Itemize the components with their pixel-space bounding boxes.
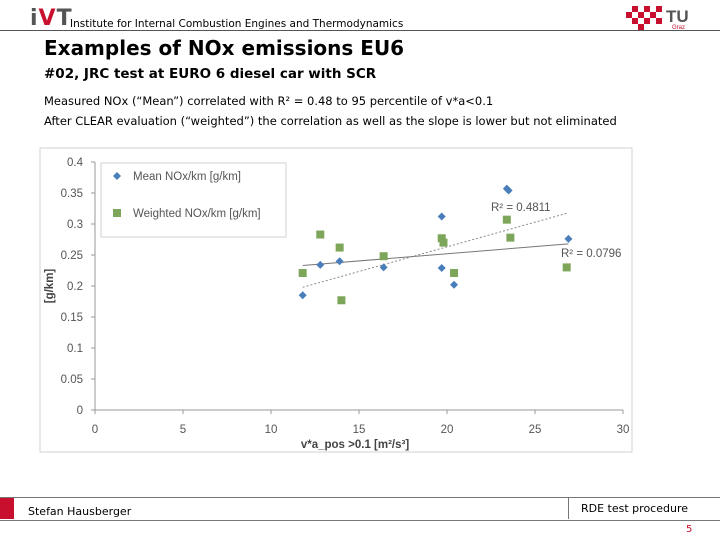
slide-title: Examples of NOx emissions EU6	[44, 36, 405, 60]
data-point-weighted	[502, 215, 511, 224]
legend-box	[100, 162, 287, 238]
data-point-weighted	[506, 233, 515, 242]
data-point-weighted	[298, 268, 307, 277]
legend-label: Weighted NOx/km [g/km]	[133, 208, 261, 220]
r2-label-mean: R² = 0.4811	[491, 202, 551, 214]
data-point-weighted	[337, 296, 346, 305]
slide-subtitle: #02, JRC test at EURO 6 diesel car with …	[44, 66, 377, 82]
tu-graz-logo	[626, 6, 662, 30]
ivt-logo-t: T	[56, 6, 73, 31]
header-divider	[0, 30, 720, 31]
page-number: 5	[686, 524, 693, 535]
y-tick-label: 0.3	[67, 219, 83, 231]
y-tick-label: 0.4	[67, 157, 84, 169]
y-tick-label: 0.2	[67, 281, 83, 293]
data-point-mean	[335, 257, 344, 266]
data-point-mean	[504, 186, 513, 195]
legend-label: Mean NOx/km [g/km]	[133, 171, 241, 183]
institute-name: Institute for Internal Combustion Engine…	[70, 18, 404, 30]
footer-topic: RDE test procedure	[581, 502, 688, 515]
y-tick-label: 0.15	[61, 312, 83, 324]
data-point-mean	[437, 264, 446, 273]
data-point-mean	[437, 212, 446, 221]
tu-logo-sub: Graz	[672, 25, 686, 31]
ivt-logo-i: i	[30, 6, 39, 31]
footer-accent	[0, 498, 14, 519]
trendline	[302, 212, 569, 288]
y-tick-label: 0.05	[61, 374, 83, 386]
y-tick-label: 0.35	[61, 188, 83, 200]
data-point-weighted	[437, 234, 446, 243]
tu-logo-text: TU	[666, 7, 689, 26]
ivt-logo: iVT	[30, 8, 73, 30]
body-line-2: After CLEAR evaluation (“weighted”) the …	[44, 114, 617, 128]
x-tick-label: 10	[265, 424, 278, 436]
data-point-weighted	[450, 268, 459, 277]
legend-marker-mean	[113, 172, 121, 180]
x-tick-label: 0	[92, 424, 98, 436]
y-tick-label: 0.1	[67, 343, 83, 355]
y-tick-label: 0.25	[61, 250, 83, 262]
legend-marker-weighted	[113, 209, 121, 217]
x-tick-label: 15	[353, 424, 366, 436]
x-tick-label: 25	[529, 424, 542, 436]
data-point-weighted	[335, 243, 344, 252]
trendline	[302, 243, 569, 267]
data-point-weighted	[562, 263, 571, 272]
data-point-mean	[316, 260, 325, 269]
data-point-weighted	[316, 230, 325, 239]
data-point-mean	[379, 263, 388, 272]
data-point-weighted	[379, 252, 388, 261]
x-tick-label: 20	[441, 424, 454, 436]
footer-separator	[568, 498, 569, 519]
data-point-mean	[298, 291, 307, 300]
x-axis-label: v*a_pos >0.1 [m²/s³]	[301, 439, 410, 451]
data-point-mean	[564, 234, 573, 243]
x-tick-label: 5	[180, 424, 186, 436]
footer-author: Stefan Hausberger	[28, 505, 132, 518]
y-tick-label: 0	[77, 405, 83, 417]
r2-label-weighted: R² = 0.0796	[561, 248, 621, 260]
footer-bar	[0, 497, 720, 521]
chart-frame	[39, 147, 633, 453]
y-axis-label: [g/km]	[44, 269, 56, 304]
body-line-1: Measured NOx (“Mean”) correlated with R²…	[44, 94, 494, 108]
x-tick-label: 30	[617, 424, 630, 436]
data-point-mean	[450, 280, 459, 289]
ivt-logo-v: V	[38, 6, 57, 31]
data-point-weighted	[439, 238, 448, 247]
